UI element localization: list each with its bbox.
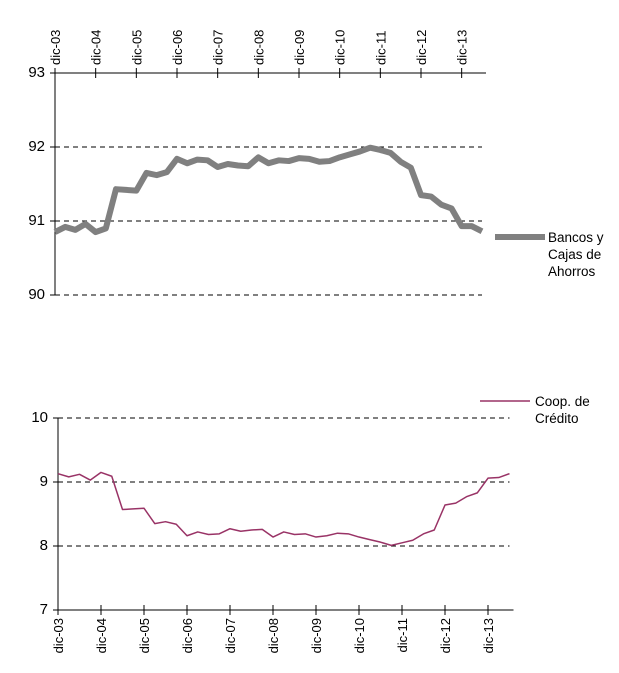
legend-label: Bancos y Cajas de Ahorros: [548, 230, 604, 279]
x-tick-label: dic-03: [51, 618, 66, 653]
x-tick-label: dic-12: [438, 618, 453, 653]
series-line: [57, 471, 510, 547]
x-tick-label: dic-09: [309, 618, 324, 653]
y-tick-label: 9: [40, 473, 48, 490]
x-tick-label: dic-07: [223, 618, 238, 653]
y-tick-label: 10: [31, 409, 48, 426]
x-tick-label: dic-07: [211, 30, 226, 65]
x-tick-label: dic-05: [129, 30, 144, 65]
x-tick-label: dic-04: [94, 618, 109, 653]
x-tick-label: dic-13: [455, 30, 470, 65]
x-tick-label: dic-10: [352, 618, 367, 653]
y-tick-label: 90: [28, 286, 45, 303]
y-tick-label: 91: [28, 212, 45, 229]
x-tick-label: dic-06: [170, 30, 185, 65]
x-tick-label: dic-05: [137, 618, 152, 653]
legend-label: Coop. de Crédito: [535, 394, 590, 426]
x-tick-label: dic-13: [481, 618, 496, 653]
x-tick-label: dic-08: [266, 618, 281, 653]
x-tick-label: dic-12: [414, 30, 429, 65]
y-tick-label: 92: [28, 138, 45, 155]
x-tick-label: dic-04: [89, 30, 104, 65]
x-tick-label: dic-09: [292, 30, 307, 65]
x-tick-label: dic-06: [180, 618, 195, 653]
y-tick-label: 93: [28, 64, 45, 81]
x-tick-label: dic-10: [333, 30, 348, 65]
x-tick-label: dic-03: [48, 30, 63, 65]
x-tick-label: dic-11: [395, 618, 410, 652]
y-tick-label: 7: [40, 601, 48, 618]
y-tick-label: 8: [40, 537, 48, 554]
x-tick-label: dic-11: [373, 31, 388, 65]
x-tick-label: dic-08: [251, 30, 266, 65]
series-line: [53, 144, 484, 236]
